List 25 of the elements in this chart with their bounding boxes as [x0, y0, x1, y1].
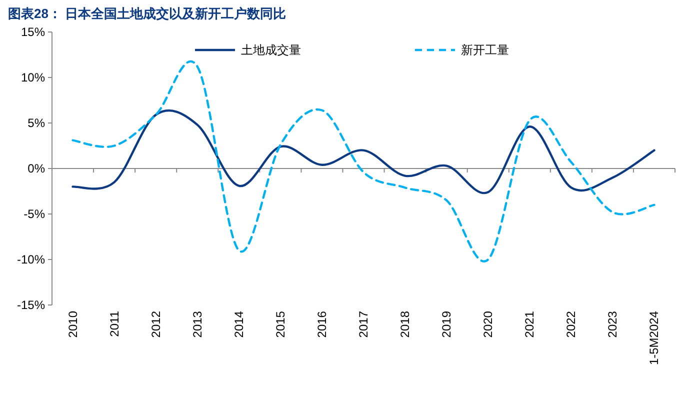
y-tick-label: 15%: [20, 25, 46, 39]
x-tick-label: 2011: [107, 310, 122, 337]
x-tick-label: 2019: [440, 310, 454, 338]
x-tick-label: 2014: [232, 310, 246, 338]
x-tick-label: 2022: [564, 310, 578, 338]
legend-label: 土地成交量: [241, 43, 301, 57]
x-tick-label: 2023: [606, 310, 620, 338]
chart-title: 图表28： 日本全国土地成交以及新开工户数同比: [8, 6, 286, 21]
y-tick-label: -10%: [16, 252, 46, 266]
x-tick-label: 2021: [522, 310, 537, 338]
y-tick-label: -5%: [24, 207, 46, 221]
x-tick-label: 2020: [481, 310, 496, 338]
y-tick-label: 0%: [28, 162, 46, 176]
x-tick-label: 2013: [190, 310, 204, 338]
x-tick-label: 2018: [398, 310, 412, 338]
x-tick-label: 2015: [273, 310, 288, 338]
x-tick-label: 2010: [66, 310, 80, 338]
legend-label: 新开工量: [461, 43, 509, 57]
x-tick-label: 1-5M2024: [647, 310, 662, 366]
y-tick-label: 5%: [28, 116, 46, 130]
y-tick-label: -15%: [16, 298, 46, 312]
y-tick-label: 10%: [20, 70, 46, 84]
x-tick-label: 2017: [356, 310, 370, 338]
x-tick-label: 2012: [148, 310, 163, 338]
x-tick-label: 2016: [314, 310, 329, 338]
